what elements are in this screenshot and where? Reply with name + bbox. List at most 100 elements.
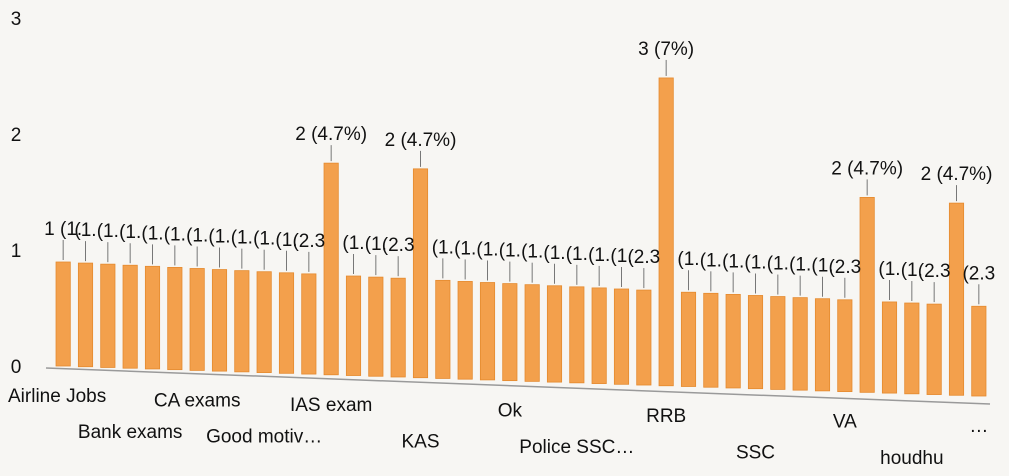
y-tick-label: 2: [11, 125, 22, 146]
data-label: (1.: [811, 256, 833, 277]
bar: [725, 293, 741, 389]
bar: [971, 305, 987, 397]
bar: [435, 279, 451, 379]
bar: [837, 299, 853, 393]
x-tick-label: houdhu: [880, 448, 943, 469]
x-tick-label: Airline Jobs: [8, 386, 106, 407]
bar: [345, 275, 362, 376]
bar: [167, 266, 183, 371]
data-label: (1.: [588, 245, 610, 266]
bar: [859, 196, 875, 393]
bar: [256, 271, 272, 373]
bar: [234, 270, 250, 373]
bar: [569, 286, 585, 384]
bar: [412, 168, 429, 379]
bar: [680, 291, 697, 387]
bar: [792, 297, 808, 391]
y-tick-label: 3: [11, 9, 22, 30]
bar: [703, 292, 719, 388]
data-label: (1.: [97, 221, 119, 242]
data-label: (1.: [208, 227, 230, 248]
x-axis-labels: Airline Jobs Bank exams CA exams Good motiv…: [8, 386, 988, 469]
x-tick-label: …: [969, 416, 988, 437]
bar: [301, 273, 317, 375]
bar: [881, 301, 898, 394]
data-label: (1.: [253, 229, 275, 250]
data-label: (1.: [610, 246, 632, 267]
bar: [77, 262, 94, 368]
data-label: (2.3: [382, 235, 415, 256]
baseline: [45, 367, 991, 405]
data-label: (2.3: [627, 247, 660, 268]
bar: [658, 77, 674, 387]
x-tick-label: Ok: [498, 401, 523, 422]
data-labels: 1 (1.(1. (1. (1. (1. (1. (1. (1. (1. (1. (1.(2.32…: [44, 39, 995, 305]
bar: [770, 296, 786, 390]
data-label: 3 (7%): [638, 39, 694, 60]
data-label: (1.: [901, 260, 923, 281]
bar: [904, 302, 920, 395]
data-label: 2 (4.7%): [921, 164, 993, 185]
bar: [189, 268, 205, 371]
x-tick-label: RRB: [646, 406, 686, 427]
data-label: 2 (4.7%): [295, 124, 367, 145]
bar: [546, 285, 563, 383]
data-label: (1.: [432, 237, 454, 258]
bar: [211, 269, 228, 372]
x-axis-baseline: [45, 367, 991, 405]
bar: [926, 303, 942, 395]
data-label: (1.: [454, 238, 476, 259]
data-label: (1.: [789, 255, 811, 276]
data-label: (1.: [722, 251, 744, 272]
data-label: (1.: [700, 250, 722, 271]
data-label: (1.: [543, 243, 565, 264]
data-label: (1.: [476, 240, 498, 261]
bar: [368, 276, 384, 377]
bar: [55, 261, 71, 367]
data-label: (1.: [767, 254, 789, 275]
x-tick-label: SSC: [736, 443, 775, 464]
data-label: (1.: [186, 225, 208, 246]
data-label: (1.: [677, 249, 699, 270]
y-tick-label: 0: [11, 357, 22, 378]
x-tick-label: VA: [833, 412, 857, 433]
data-label: (1.: [342, 233, 364, 254]
bar: [457, 281, 473, 380]
bar: [948, 202, 965, 396]
bar: [390, 277, 406, 378]
bar: [814, 298, 831, 392]
data-label: (1.: [231, 228, 253, 249]
bar: [524, 284, 540, 382]
bar: [122, 264, 138, 369]
data-label: (2.3: [292, 231, 325, 252]
data-label: (1.: [499, 241, 521, 262]
data-label: (1.: [365, 234, 387, 255]
bar: [278, 272, 295, 374]
bar: [100, 263, 116, 368]
x-tick-label: Police SSC…: [519, 437, 634, 458]
y-axis-ticks: 0 1 2 3: [11, 9, 22, 378]
data-label: (1.: [275, 230, 297, 251]
data-label: (1.: [74, 220, 96, 241]
bars: [55, 77, 987, 397]
bar: [144, 265, 161, 370]
y-tick-label: 1: [11, 241, 22, 262]
x-tick-label: CA exams: [154, 390, 241, 411]
bar: [502, 283, 518, 382]
data-label: (1.: [119, 222, 141, 243]
data-label: (1.: [566, 244, 588, 265]
data-label: (1.: [878, 259, 900, 280]
bar: [613, 288, 630, 385]
data-label: 2 (4.7%): [385, 130, 457, 151]
data-label: (2.3: [918, 261, 951, 282]
x-tick-label: Good motiv…: [206, 427, 322, 448]
data-label: (1.: [141, 223, 163, 244]
data-label: (2.3: [962, 263, 995, 284]
x-tick-label: Bank exams: [78, 422, 183, 443]
data-label: (1.: [164, 224, 186, 245]
data-label: 1 (1.: [44, 219, 82, 240]
data-label: (2.3: [828, 257, 861, 278]
bar: [636, 289, 652, 386]
